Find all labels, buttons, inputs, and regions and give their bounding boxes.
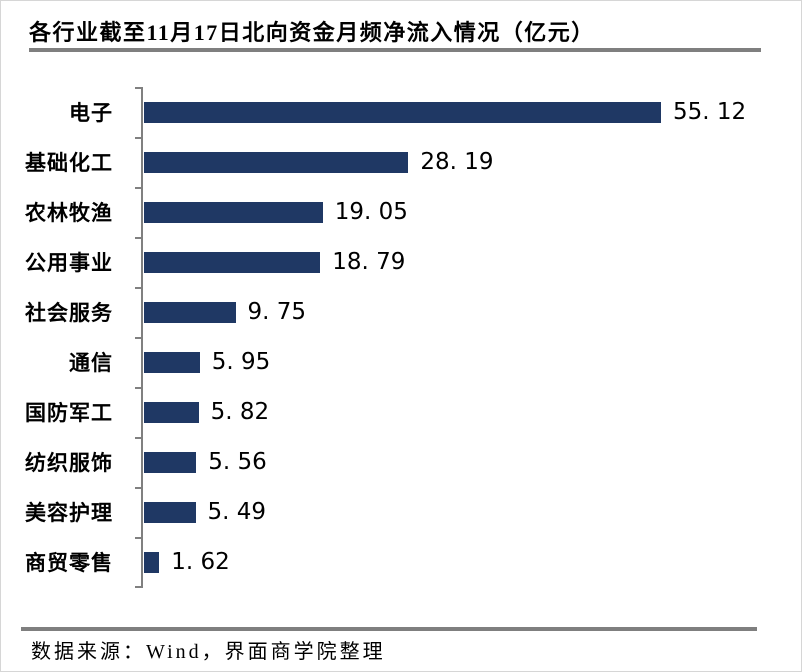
bar — [144, 251, 321, 273]
category-label: 社会服务 — [25, 301, 113, 325]
axis-tick — [135, 387, 141, 389]
bar-area: 1. 62 — [144, 549, 801, 575]
chart-row: 商贸零售 1. 62 — [1, 537, 801, 587]
value-label: 1. 62 — [171, 549, 230, 575]
bar-area: 5. 49 — [144, 499, 801, 525]
chart: 电子 55. 12 基础化工 28. 19 农林牧渔 19. 05 公用事业 18. 79 社会… — [1, 87, 801, 588]
bar — [144, 501, 196, 523]
value-label: 9. 75 — [247, 299, 307, 325]
bar-area: 5. 82 — [144, 399, 801, 425]
bar — [144, 301, 236, 323]
category-label: 商贸零售 — [25, 551, 113, 575]
title-rule — [29, 48, 761, 52]
bar — [144, 201, 323, 223]
value-label: 5. 56 — [208, 449, 267, 475]
axis-tick — [135, 287, 141, 289]
chart-row: 国防军工 5. 82 — [1, 387, 801, 437]
category-label: 通信 — [69, 351, 113, 375]
category-label: 国防军工 — [25, 401, 113, 425]
chart-row: 社会服务 9. 75 — [1, 287, 801, 337]
bar — [144, 551, 160, 573]
value-label: 28. 19 — [420, 149, 494, 175]
bar — [144, 401, 199, 423]
category-label: 电子 — [69, 101, 113, 125]
value-label: 55. 12 — [673, 99, 747, 125]
bar-area: 19. 05 — [144, 199, 801, 225]
value-label: 18. 79 — [332, 249, 406, 275]
bar-area: 5. 95 — [144, 349, 801, 375]
axis-tick — [135, 487, 141, 489]
axis-tick — [135, 537, 141, 539]
bar-area: 28. 19 — [144, 149, 801, 175]
value-label: 5. 82 — [210, 399, 270, 425]
axis-tick — [135, 437, 141, 439]
bar — [144, 351, 200, 373]
bar-area: 5. 56 — [144, 449, 801, 475]
value-label: 5. 49 — [207, 499, 267, 525]
bar — [144, 451, 197, 473]
chart-row: 电子 55. 12 — [1, 87, 801, 137]
chart-title: 各行业截至11月17日北向资金月频净流入情况（亿元） — [29, 20, 595, 45]
axis-tick — [135, 187, 141, 189]
axis-tick — [135, 237, 141, 239]
chart-row: 美容护理 5. 49 — [1, 487, 801, 537]
bar-area: 9. 75 — [144, 299, 801, 325]
bar — [144, 151, 409, 173]
value-label: 5. 95 — [211, 349, 271, 375]
bar-area: 55. 12 — [144, 99, 801, 125]
bar-area: 18. 79 — [144, 249, 801, 275]
axis-tick — [135, 87, 141, 89]
category-label: 公用事业 — [25, 251, 113, 275]
chart-row: 通信 5. 95 — [1, 337, 801, 387]
category-label: 美容护理 — [25, 501, 113, 525]
source-note: 数据来源：Wind，界面商学院整理 — [31, 641, 386, 663]
bar — [144, 101, 661, 123]
chart-row: 农林牧渔 19. 05 — [1, 187, 801, 237]
category-label: 纺织服饰 — [25, 451, 113, 475]
axis-tick — [135, 586, 141, 588]
chart-rows: 电子 55. 12 基础化工 28. 19 农林牧渔 19. 05 公用事业 18. 79 社会… — [1, 87, 801, 587]
bottom-rule — [21, 627, 757, 631]
category-label: 农林牧渔 — [25, 201, 113, 225]
axis-line — [135, 87, 143, 588]
chart-row: 纺织服饰 5. 56 — [1, 437, 801, 487]
axis-tick — [135, 337, 141, 339]
value-label: 19. 05 — [334, 199, 408, 225]
chart-row: 基础化工 28. 19 — [1, 137, 801, 187]
axis-tick — [135, 137, 141, 139]
category-label: 基础化工 — [25, 151, 113, 175]
chart-row: 公用事业 18. 79 — [1, 237, 801, 287]
